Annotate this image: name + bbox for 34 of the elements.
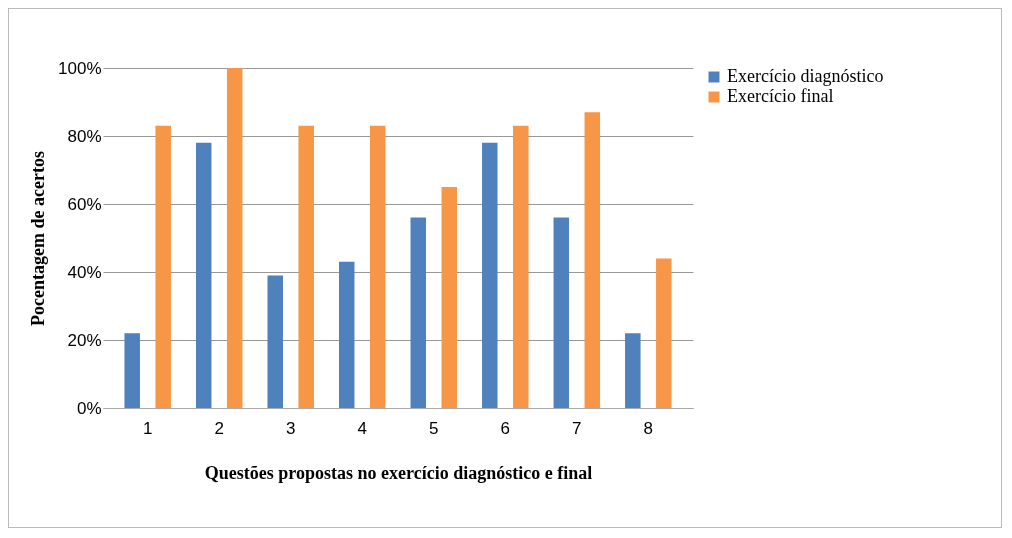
bar [195, 142, 212, 408]
bar [553, 217, 570, 408]
x-tick-label: 4 [357, 418, 367, 438]
legend-label: Exercício final [727, 86, 834, 106]
y-tick-label: 100% [58, 58, 102, 78]
bar [584, 112, 601, 408]
bar [410, 217, 427, 408]
bar [124, 333, 140, 408]
y-tick-label: 80% [67, 126, 102, 146]
x-tick-label: 3 [285, 418, 296, 438]
bar [482, 142, 498, 408]
legend-label: Exercício diagnóstico [727, 66, 884, 86]
x-tick-label: 1 [142, 418, 153, 438]
y-tick-label: 60% [67, 194, 102, 214]
y-tick-label: 20% [67, 330, 102, 350]
bar [226, 68, 243, 408]
bar [369, 125, 386, 408]
y-axis-title: Pocentagem de acertos [28, 151, 49, 326]
x-tick-label: 2 [214, 418, 224, 438]
bar [298, 125, 314, 408]
x-axis-title: Questões propostas no exercício diagnóstico e final [204, 462, 593, 483]
bar [441, 187, 457, 408]
y-tick-label: 40% [67, 262, 102, 282]
bar [513, 125, 529, 408]
bar [155, 125, 171, 408]
x-tick-label: 8 [643, 418, 654, 438]
bar [339, 261, 355, 408]
x-tick-label: 7 [572, 418, 582, 438]
bar [656, 258, 672, 408]
bar [267, 275, 283, 408]
x-tick-label: 6 [500, 418, 511, 438]
bar [625, 333, 641, 408]
x-tick-label: 5 [429, 418, 439, 438]
y-tick-label: 0% [76, 398, 102, 418]
